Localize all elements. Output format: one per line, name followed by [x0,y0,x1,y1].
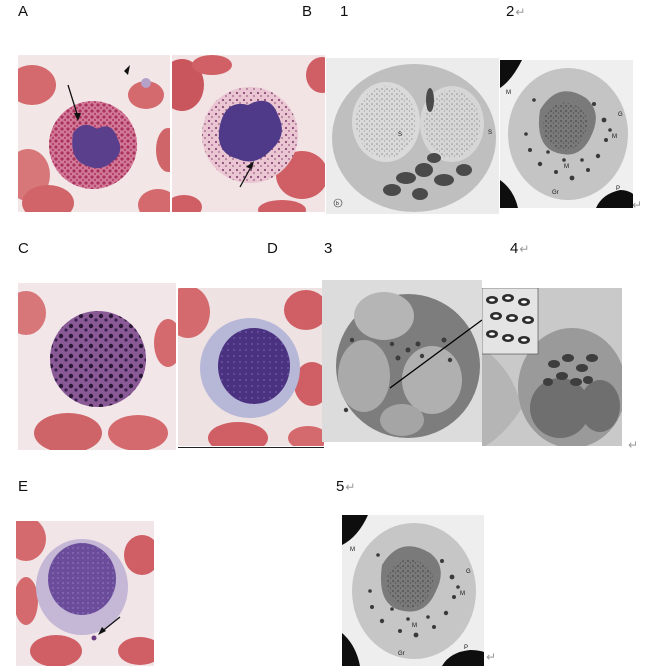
panel-label-c: C [18,240,29,257]
electron-micrograph-1: S S b [326,58,499,214]
panel-number-3: 3 [324,240,333,257]
panel-label-b: B [302,3,313,20]
annotation-m: M [350,547,355,553]
micrograph-a-left [18,55,170,212]
panel-number-5: 5↵ [336,478,356,495]
annotation-g: G [618,112,623,118]
panel-label-e: E [18,478,29,495]
annotation-m: M [564,164,569,170]
panel-number-4: 4↵ [510,240,530,257]
electron-micrograph-4 [482,288,622,446]
electron-micrograph-3 [322,280,482,442]
annotation-m: M [612,134,617,140]
annotation-s: S [398,132,402,138]
annotation-m: M [460,591,465,597]
annotation-p: P [616,186,620,192]
return-mark: ↵ [628,438,639,452]
annotation-m: M [412,623,417,629]
annotation-b: b [336,201,339,207]
annotation-gr: Gr [398,651,405,657]
micrograph-e [16,521,154,666]
annotation-s: S [488,130,492,136]
micrograph-d [178,288,324,446]
electron-micrograph-2: M G M M Gr P [500,60,633,208]
panel-label-a: A [18,3,29,20]
electron-micrograph-5: M G M M Gr P [342,515,484,666]
micrograph-c [18,283,176,450]
annotation-m: M [506,90,511,96]
annotation-gr: Gr [552,190,559,196]
panel-label-d: D [267,240,278,257]
annotation-g: G [466,569,471,575]
annotation-p: P [464,645,468,651]
return-mark: ↵ [632,198,643,212]
panel-number-1: 1 [340,3,349,20]
micrograph-a-right [172,55,325,212]
panel-number-2: 2↵ [506,3,526,20]
scale-line [178,447,324,448]
return-mark: ↵ [486,650,497,664]
